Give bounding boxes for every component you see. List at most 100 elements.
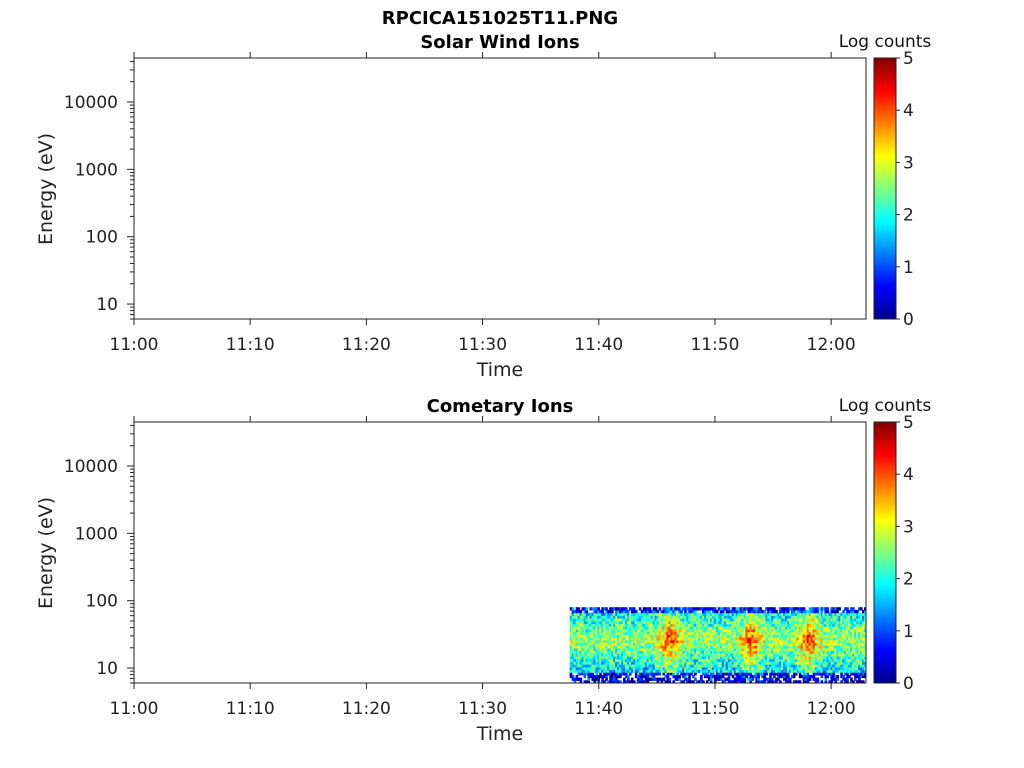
heatmap-cell [763,615,766,619]
heatmap-cell [632,658,636,662]
heatmap-cell [739,618,743,622]
heatmap-cell [621,664,624,668]
heatmap-cell [781,653,784,657]
heatmap-cell [747,615,751,619]
heatmap-cell [832,623,835,627]
heatmap-cell [715,653,719,657]
heatmap-cell [785,650,788,654]
heatmap-cell [621,623,624,627]
heatmap-cell [721,653,725,657]
heatmap-cell [733,609,737,614]
heatmap-cell [696,658,699,662]
heatmap-cell [650,623,654,627]
heatmap-cell [850,639,853,644]
heatmap-cell [745,650,749,654]
heatmap-cell [731,658,735,662]
heatmap-cell [785,677,788,681]
heatmap-cell [709,645,713,649]
heatmap-cell [814,634,818,638]
heatmap-cell [658,647,662,652]
heatmap-cell [704,653,707,657]
heatmap-cell [680,680,683,683]
heatmap-cell [617,636,620,641]
heatmap-cell [781,655,784,660]
heatmap-cell [792,653,796,657]
heatmap-cell [717,655,721,660]
heatmap-cell [794,650,798,654]
heatmap-cell [806,645,810,649]
heatmap-cell [767,623,770,627]
heatmap-cell [779,634,782,638]
heatmap-cell [607,680,610,683]
heatmap-cell [802,618,806,622]
heatmap-cell [589,661,593,665]
heatmap-cell [737,650,741,654]
heatmap-cell [717,607,721,611]
heatmap-cell [747,639,751,644]
heatmap-cell [654,664,658,668]
heatmap-cell [800,628,804,633]
heatmap-cell [816,672,820,676]
heatmap-cell [660,647,664,652]
heatmap-cell [625,653,628,657]
heatmap-cell [842,612,845,616]
heatmap-cell [761,658,764,662]
heatmap-cell [654,618,658,622]
heatmap-cell [690,634,693,638]
heatmap-cell [798,645,802,649]
heatmap-cell [628,620,632,625]
heatmap-cell [822,615,826,619]
heatmap-cell [613,623,616,627]
heatmap-cell [751,661,755,665]
heatmap-cell [640,620,644,625]
heatmap-cell [723,655,727,660]
heatmap-cell [814,658,818,662]
heatmap-cell [658,631,662,635]
heatmap-cell [747,628,751,633]
heatmap-cell [854,674,857,679]
heatmap-cell [854,666,857,671]
heatmap-cell [593,650,596,654]
heatmap-cell [735,623,739,627]
heatmap-cell [615,669,618,673]
heatmap-cell [678,677,681,681]
heatmap-cell [800,642,804,646]
heatmap-cell [593,623,596,627]
heatmap-cell [587,650,591,654]
heatmap-cell [785,615,788,619]
heatmap-cell [662,658,666,662]
heatmap-cell [856,661,859,665]
heatmap-cell [682,669,685,673]
heatmap-cell [707,642,711,646]
heatmap-cell [731,650,735,654]
heatmap-cell [790,612,794,616]
heatmap-cell [709,620,713,625]
heatmap-cell [824,607,828,611]
heatmap-cell [601,609,604,614]
heatmap-cell [707,650,711,654]
x-tick-label: 11:00 [110,699,159,719]
heatmap-cell [615,609,618,614]
heatmap-cell [619,645,622,649]
heatmap-cell [696,631,699,635]
heatmap-cell [630,669,634,673]
heatmap-cell [818,647,822,652]
heatmap-cell [802,645,806,649]
heatmap-cell [630,661,634,665]
heatmap-cell [638,647,642,652]
heatmap-cell [717,636,721,641]
heatmap-cell [702,655,705,660]
heatmap-cell [812,650,816,654]
heatmap-cell [733,612,737,616]
heatmap-cell [719,631,723,635]
heatmap-cell [731,636,735,641]
heatmap-cell [702,626,705,630]
heatmap-cell [702,636,705,641]
heatmap-cell [761,664,764,668]
heatmap-cell [619,623,622,627]
heatmap-cell [625,666,628,671]
heatmap-cell [856,615,859,619]
heatmap-cell [848,669,851,673]
heatmap-cell [826,666,830,671]
heatmap-cell [798,658,802,662]
